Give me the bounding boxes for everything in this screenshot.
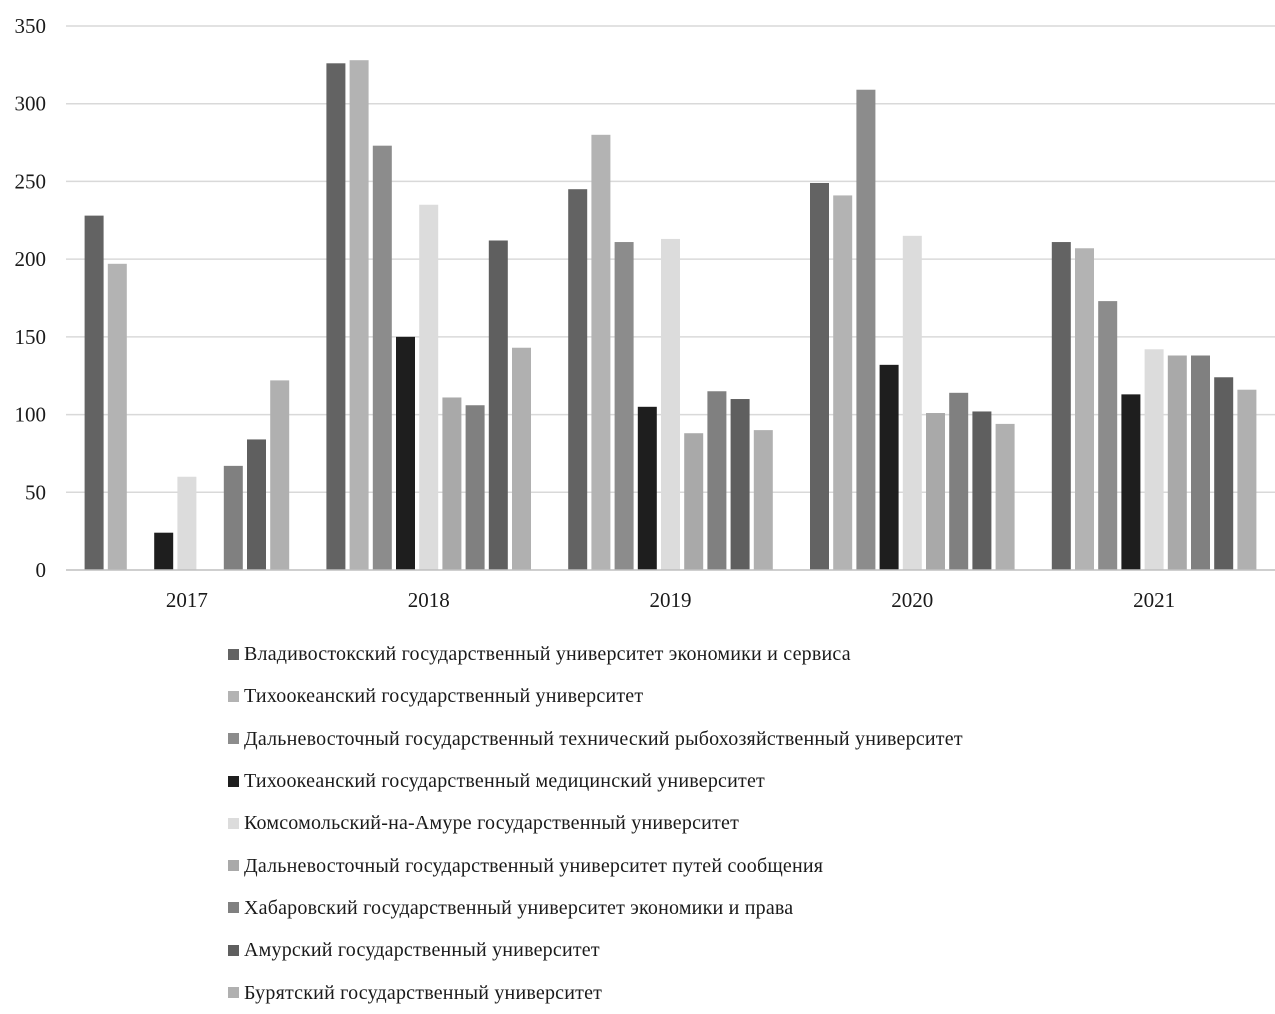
legend-label: Комсомольский-на-Амуре государственный у…: [244, 812, 740, 835]
bar: [177, 476, 197, 570]
legend-swatch: [228, 987, 239, 999]
bar: [730, 399, 750, 570]
legend-item: Хабаровский государственный университет …: [228, 887, 963, 929]
legend-label: Дальневосточный государственный универси…: [244, 854, 824, 877]
bar: [661, 238, 680, 571]
bar: [637, 406, 657, 570]
bar: [879, 364, 899, 570]
bar: [684, 433, 704, 570]
legend-item: Амурский государственный университет: [228, 929, 963, 971]
x-tick-label: 2019: [650, 588, 692, 612]
x-tick-label: 2021: [1133, 588, 1175, 612]
y-tick-label: 50: [25, 480, 46, 504]
x-tick-label: 2020: [891, 588, 933, 612]
bar: [154, 532, 174, 570]
legend-item: Бурятский государственный университет: [228, 971, 963, 1013]
x-tick-label: 2018: [408, 588, 450, 612]
bar: [270, 380, 290, 570]
bar: [419, 204, 439, 570]
legend-label: Бурятский государственный университет: [244, 981, 603, 1004]
legend-swatch: [228, 690, 239, 702]
bar: [949, 392, 969, 570]
bar: [512, 347, 531, 570]
bar: [568, 189, 588, 570]
bar: [326, 63, 346, 570]
bar: [442, 397, 462, 570]
legend-label: Дальневосточный государственный техничес…: [244, 727, 963, 750]
bar: [856, 89, 876, 571]
bar: [1214, 377, 1234, 570]
legend-label: Владивостокский государственный универси…: [244, 643, 851, 666]
legend-swatch: [228, 648, 239, 660]
bar: [591, 134, 611, 571]
bar: [707, 391, 727, 570]
bar: [488, 240, 508, 570]
bar: [396, 336, 415, 570]
legend-swatch: [228, 944, 239, 956]
legend-item: Тихоокеанский государственный медицински…: [228, 760, 963, 802]
bar: [614, 242, 634, 570]
legend-item: Дальневосточный государственный техничес…: [228, 718, 963, 760]
bar: [223, 465, 243, 570]
bar: [1051, 242, 1071, 570]
legend-swatch: [228, 817, 239, 829]
legend-item: Владивостокский государственный универси…: [228, 633, 963, 675]
legend-item: Тихоокеанский государственный университе…: [228, 675, 963, 717]
bar: [107, 263, 127, 570]
legend-swatch: [228, 902, 239, 914]
legend-swatch: [228, 733, 239, 745]
legend-label: Хабаровский государственный университет …: [244, 896, 794, 919]
legend-label: Тихоокеанский государственный медицински…: [244, 770, 765, 793]
y-tick-label: 0: [36, 558, 47, 582]
bar: [902, 235, 922, 571]
y-tick-label: 350: [15, 14, 47, 38]
bar: [833, 195, 853, 570]
y-axis: 0 50 100 150 200 250 300 350: [15, 14, 47, 582]
y-tick-label: 100: [15, 403, 47, 427]
y-tick-label: 300: [15, 92, 47, 116]
y-tick-label: 150: [15, 325, 47, 349]
bar: [372, 145, 392, 570]
bar: [247, 439, 266, 570]
bar: [1237, 389, 1257, 570]
y-tick-label: 200: [15, 247, 47, 271]
legend-swatch: [228, 860, 239, 872]
bar: [810, 182, 829, 571]
x-axis: 2017 2018 2019 2020 2021: [66, 569, 1275, 612]
bar: [84, 215, 104, 570]
bar: [995, 423, 1015, 570]
bar: [1144, 349, 1164, 570]
bar: [465, 405, 485, 570]
legend: Владивостокский государственный универси…: [228, 633, 963, 1014]
legend-item: Комсомольский-на-Амуре государственный у…: [228, 802, 963, 844]
bars: [84, 60, 1257, 571]
bar: [1167, 355, 1187, 570]
legend-label: Тихоокеанский государственный университе…: [244, 685, 644, 708]
bar: [926, 413, 945, 570]
legend-item: Дальневосточный государственный универси…: [228, 844, 963, 886]
bar: [1191, 355, 1210, 570]
legend-swatch: [228, 775, 239, 787]
bar: [972, 411, 992, 570]
bar: [1121, 394, 1141, 570]
y-tick-label: 250: [15, 169, 47, 193]
bar: [753, 430, 773, 570]
bar: [1075, 248, 1094, 570]
x-tick-label: 2017: [166, 588, 208, 612]
bar: [1098, 301, 1118, 570]
legend-label: Амурский государственный университет: [244, 939, 600, 962]
bar: [349, 60, 369, 571]
